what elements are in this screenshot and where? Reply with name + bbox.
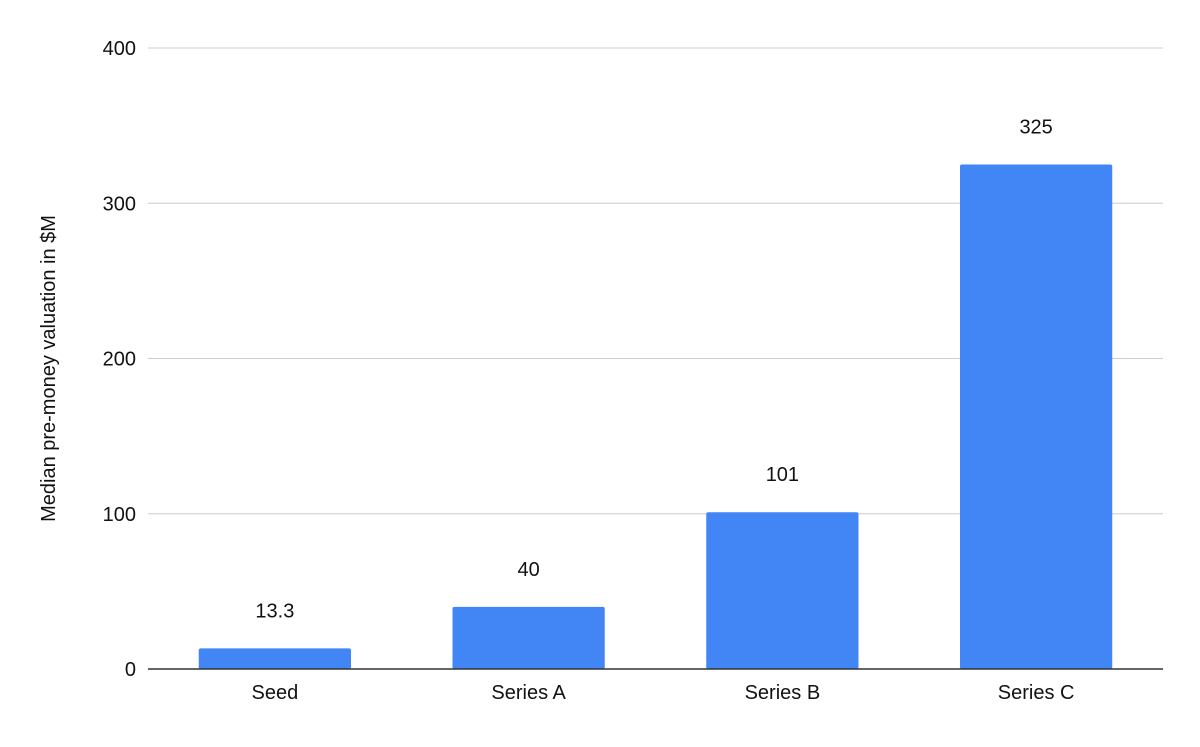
bars [198,164,1113,669]
bar-series-c [960,164,1113,669]
x-category-label: Series C [998,682,1075,704]
data-label: 101 [766,464,799,486]
data-label: 325 [1019,116,1052,138]
y-tick-label: 300 [103,193,136,215]
y-tick-label: 100 [103,504,136,526]
data-label: 40 [518,559,540,581]
bar-seed [198,648,351,669]
y-axis-ticks: 0 100 200 300 400 [103,38,136,681]
x-axis-categories: Seed Series A Series B Series C [252,682,1075,704]
x-category-label: Series A [491,682,566,704]
y-tick-label: 0 [125,659,136,681]
data-label: 13.3 [255,600,294,622]
bar-series-b [706,512,859,669]
y-axis-title: Median pre-money valuation in $M [38,215,60,522]
y-tick-label: 200 [103,349,136,371]
y-tick-label: 400 [103,38,136,60]
x-category-label: Seed [252,682,299,704]
x-category-label: Series B [745,682,821,704]
data-labels: 13.3 40 101 325 [255,116,1052,622]
bar-series-a [452,606,605,669]
